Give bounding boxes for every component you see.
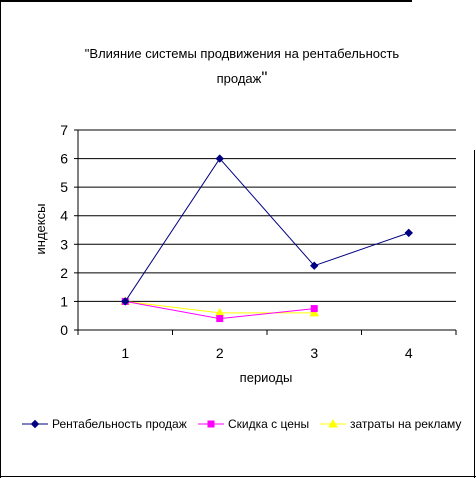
- y-tick-labels: 0 1 2 3 4 5 6 7: [60, 122, 68, 338]
- chart-title-quote: ": [261, 68, 268, 87]
- legend-marker-3: [328, 418, 338, 428]
- series-1-point-4: [404, 228, 413, 238]
- x-tick-label-4: 4: [405, 345, 413, 361]
- legend-item-3: затраты на рекламу: [320, 417, 461, 431]
- axes: [74, 129, 457, 335]
- series-1-point-1: [121, 297, 130, 306]
- legend-label-2: Скидка с цены: [228, 417, 309, 431]
- legend-label-1: Рентабельность продаж: [52, 417, 187, 431]
- right-border: [474, 150, 475, 478]
- grid-lines: [78, 129, 456, 302]
- y-tick-label-4: 4: [60, 208, 68, 224]
- y-tick-label-1: 1: [60, 293, 68, 309]
- chart-title-line-2: продаж": [62, 66, 422, 91]
- chart-title-line-2-text: продаж: [216, 71, 262, 86]
- y-axis-label: индексы: [33, 204, 48, 255]
- series-3: [120, 296, 320, 317]
- series-2-point-2: [216, 315, 224, 323]
- y-tick-label-7: 7: [60, 122, 68, 138]
- legend-marker-1: [30, 419, 40, 429]
- legend: Рентабельность продаж Скидка с цены затрат…: [22, 417, 461, 431]
- x-tick-label-1: 1: [121, 345, 129, 361]
- series-1-point-2: [215, 154, 224, 163]
- x-tick-label-2: 2: [216, 345, 224, 361]
- legend-item-2: Скидка с цены: [198, 417, 309, 431]
- x-tick-labels: 1 2 3 4: [121, 345, 413, 361]
- y-tick-label-3: 3: [60, 236, 68, 252]
- left-border: [0, 0, 1, 478]
- chart-title-line-1: "Влияние системы продвижения на рентабел…: [84, 46, 400, 61]
- series: [120, 154, 413, 323]
- y-tick-label-5: 5: [60, 179, 68, 195]
- series-3-point-3: [309, 307, 320, 317]
- series-1: [121, 154, 413, 306]
- y-tick-label-0: 0: [60, 322, 68, 338]
- series-1-line: [124, 157, 409, 302]
- bottom-border: [0, 476, 476, 477]
- series-2-point-3: [310, 305, 318, 313]
- y-tick-label-2: 2: [60, 265, 68, 281]
- y-tick-label-6: 6: [60, 151, 68, 167]
- top-border: [0, 0, 412, 2]
- x-axis-label: периоды: [240, 370, 293, 385]
- chart-title: "Влияние системы продвижения на рентабел…: [62, 42, 422, 91]
- x-tick-label-3: 3: [310, 345, 318, 361]
- legend-marker-2: [207, 420, 215, 428]
- legend-item-1: Рентабельность продаж: [22, 417, 187, 431]
- series-1-point-3: [310, 261, 319, 270]
- legend-label-3: затраты на рекламу: [350, 417, 461, 431]
